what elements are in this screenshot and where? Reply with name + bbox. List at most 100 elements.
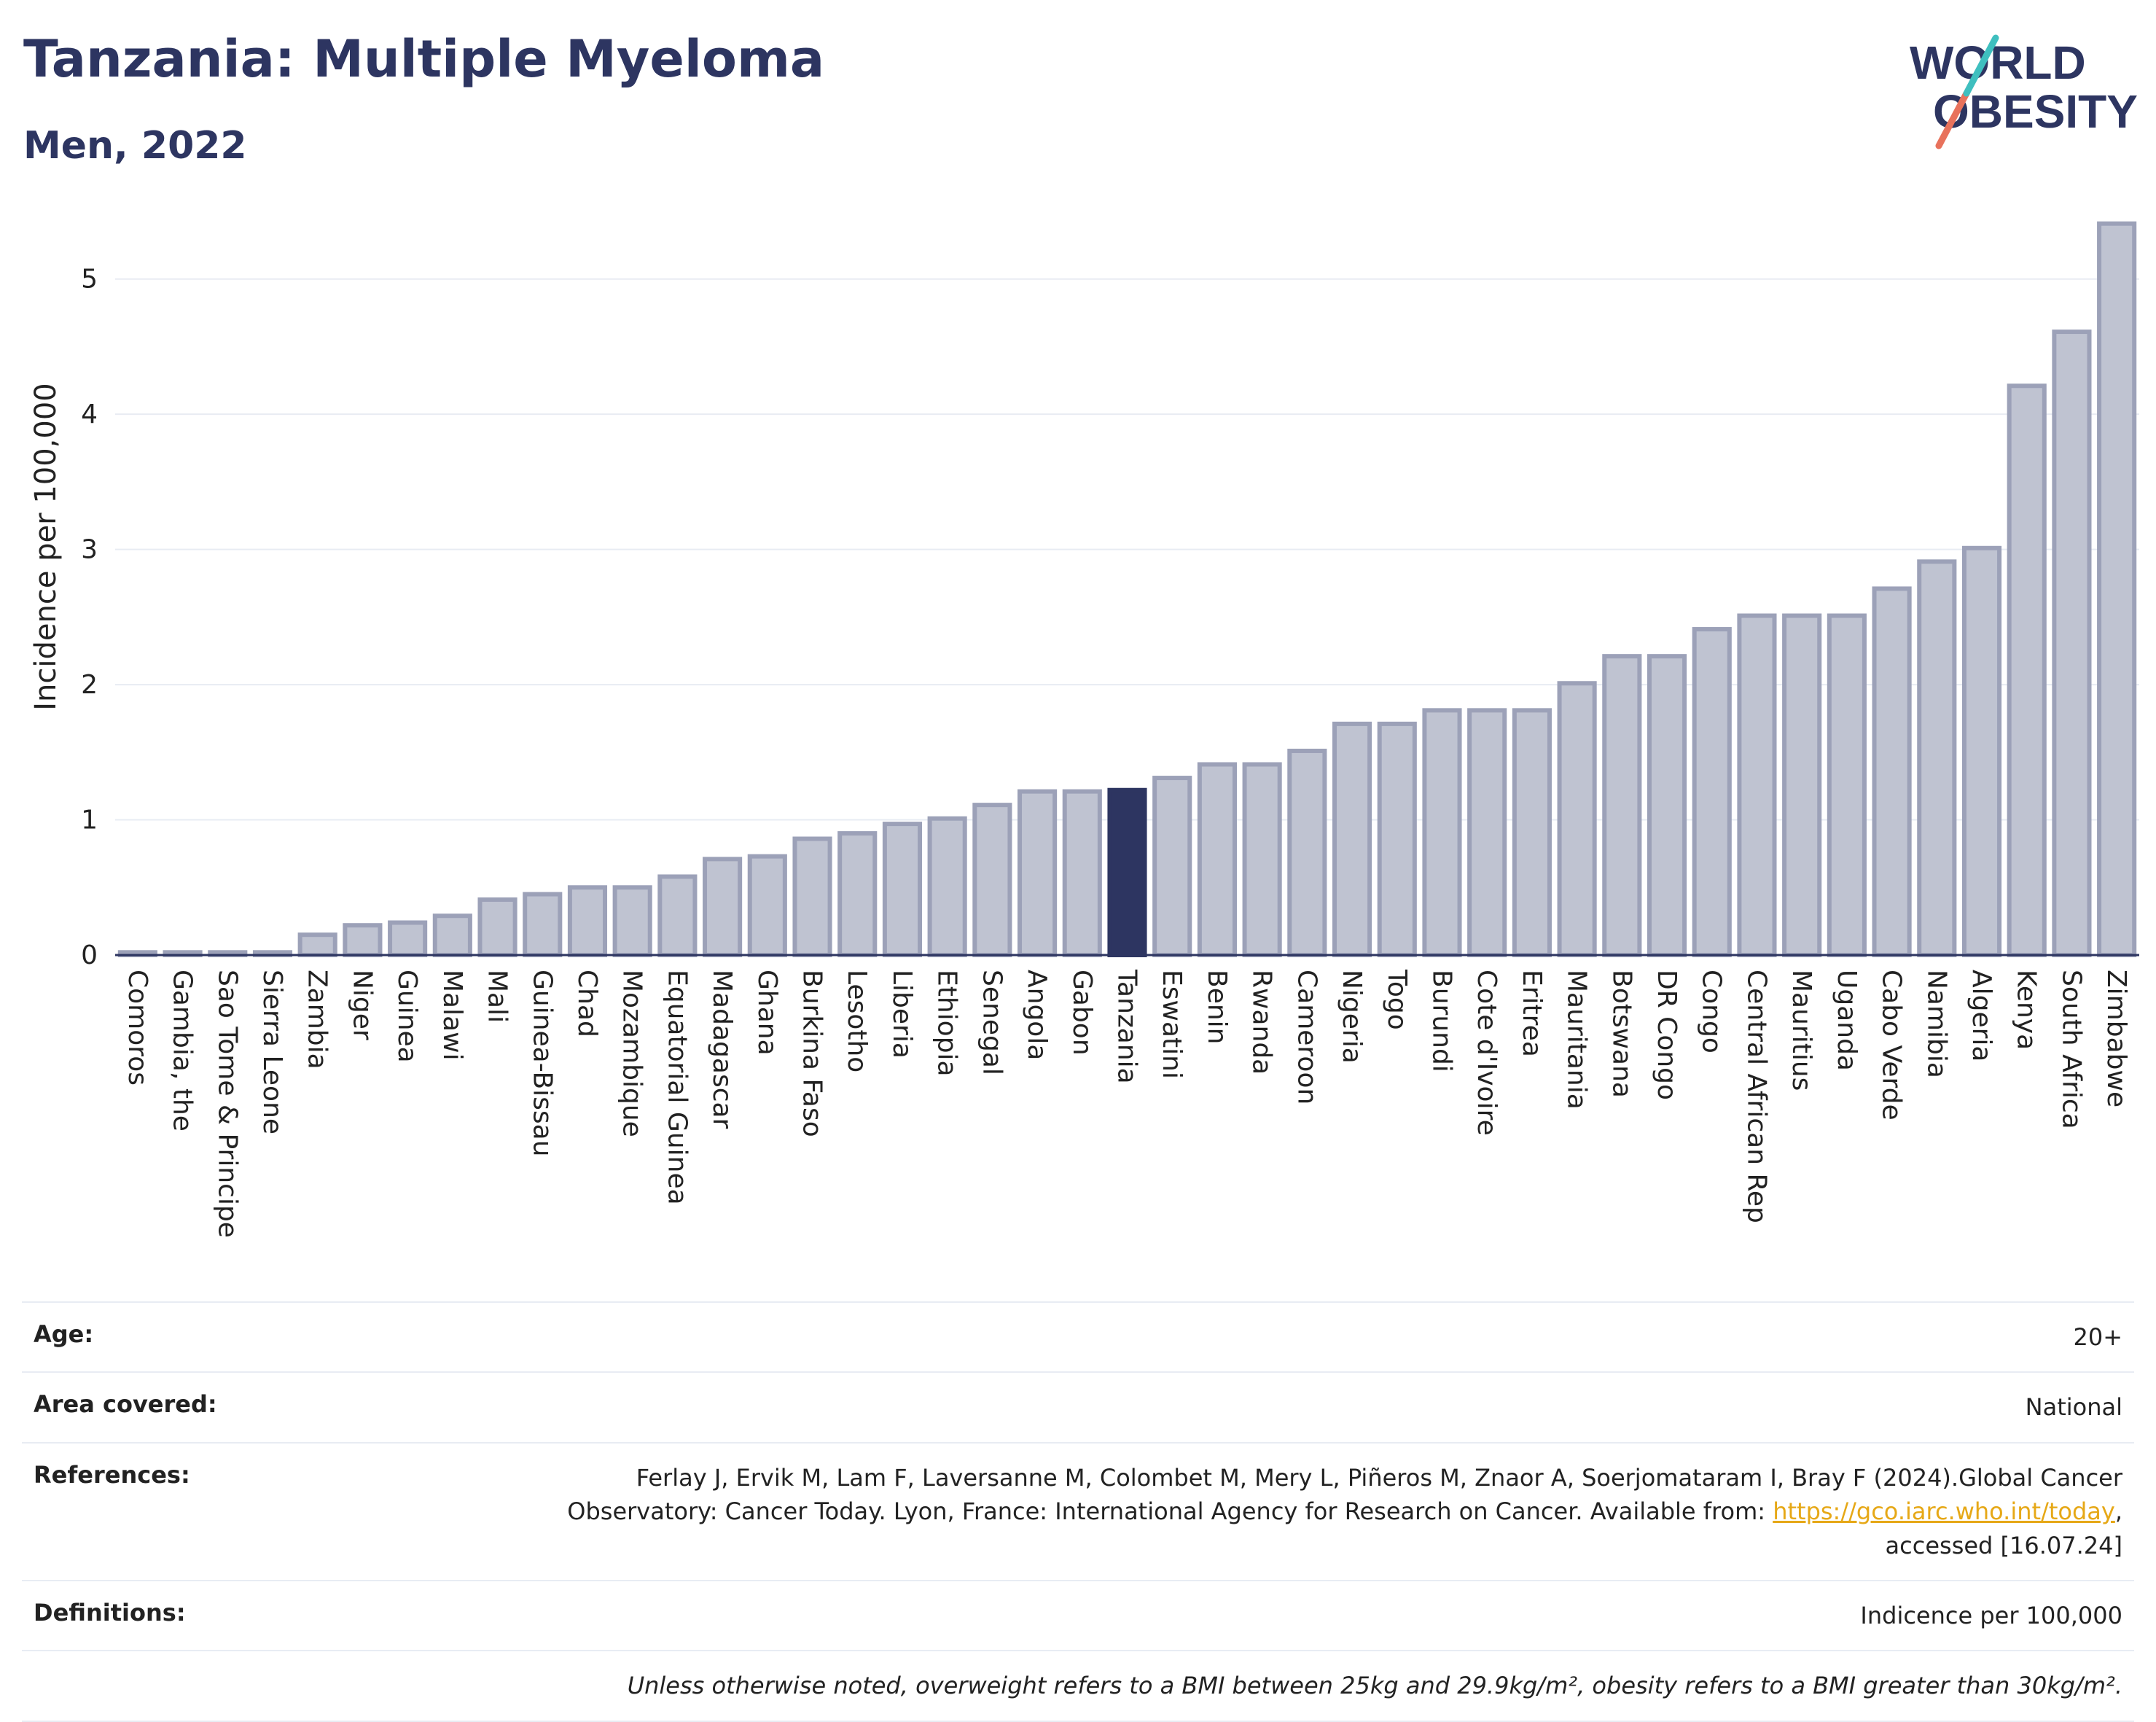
x-tick-label: Senegal [977,970,1007,1075]
x-tick-label: Togo [1382,969,1412,1030]
bar [1152,776,1192,958]
x-tick-label: DR Congo [1652,970,1682,1100]
bar [297,932,337,958]
bar [1422,708,1462,957]
x-tick-label: Tanzania [1112,969,1142,1084]
bar [2007,383,2047,957]
x-tick-label: Zimbabwe [2101,970,2131,1107]
x-tick-label: Congo [1697,970,1727,1053]
bar [1872,586,1912,957]
bar [1242,762,1282,957]
metadata-table: Age: 20+ Area covered: National Referenc… [22,1301,2134,1722]
references-label: References: [34,1460,190,1489]
bar [1062,789,1102,957]
x-tick-label: Nigeria [1337,970,1367,1064]
x-tick-label: Liberia [887,970,917,1059]
bar [1961,545,2002,958]
chart-title: Tanzania: Multiple Myeloma [23,29,825,89]
y-tick-label: 0 [81,940,98,970]
x-tick-label: Eswatini [1157,970,1187,1079]
x-tick-label: Madagascar [707,970,737,1129]
bar [477,897,517,957]
references-value: Ferlay J, Ervik M, Lam F, Laversanne M, … [567,1463,2122,1559]
bar [1377,721,1417,957]
meta-row-definitions: Definitions: Indicence per 100,000 [22,1579,2134,1650]
bar [1512,708,1552,957]
x-tick-label: Gabon [1067,970,1097,1056]
logo-text-world: WORLD [1910,36,2086,89]
y-tick-label: 2 [81,670,98,700]
definitions-value: Indicence per 100,000 [1860,1601,2122,1629]
y-tick-label: 1 [81,806,98,835]
bar [657,874,698,957]
world-obesity-logo: WORLD OBESITY [1895,29,2143,153]
x-tick-label: Burkina Faso [797,970,827,1137]
x-tick-label: Eritrea [1517,970,1547,1057]
age-value: 20+ [2073,1323,2122,1351]
bar [1647,654,1687,957]
x-tick-label: Rwanda [1247,970,1277,1075]
bar [1557,681,1597,958]
x-tick-label: Guinea-Bissau [527,970,557,1157]
bar [882,822,923,957]
x-tick-label: Ethiopia [932,970,962,1077]
y-tick-label: 5 [81,265,98,295]
y-axis-title: Incidence per 100,000 [29,383,63,711]
bar [432,913,472,958]
x-tick-label: Algeria [1966,970,1996,1062]
x-tick-label: Cote d'Ivoire [1472,970,1501,1136]
references-text-1: Ferlay J, Ervik M, Lam F, Laversanne M, … [636,1463,2122,1492]
x-tick-label: Equatorial Guinea [662,970,692,1205]
bar-chart: 0 1 2 3 4 5 Comoros Gambia, the Sao Tome & Prin… [29,221,2139,1238]
bar [837,831,878,957]
bar [343,923,383,958]
bar [1197,762,1237,957]
x-tick-label: Ghana [752,970,782,1056]
x-tick-label: Malawi [437,970,467,1061]
x-tick-label: Uganda [1832,970,1862,1071]
x-tick-label: Burundi [1426,970,1456,1072]
x-tick-label: Sierra Leone [257,970,287,1134]
x-tick-label: Kenya [2012,970,2042,1050]
bar [1602,654,1642,957]
x-tick-label: South Africa [2056,970,2086,1129]
y-tick-label: 4 [81,400,98,429]
x-tick-label: Namibia [1921,970,1951,1078]
x-tick-label: Mali [483,970,512,1023]
x-tick-label: Cameroon [1292,970,1321,1105]
meta-row-area: Area covered: National [22,1371,2134,1441]
meta-row-note: Unless otherwise noted, overweight refer… [22,1650,2134,1722]
bar [388,920,428,957]
x-tick-label: Guinea [392,970,422,1063]
bar [1917,559,1957,957]
x-tick-label: Sao Tome & Principe [212,970,242,1238]
x-tick-label: Cabo Verde [1877,970,1907,1121]
bar [747,854,787,957]
x-tick-label: Niger [347,970,377,1040]
bar [2052,330,2092,957]
bar-highlighted [1107,787,1147,958]
references-link[interactable]: https://gco.iarc.who.int/today [1773,1497,2115,1526]
bar [1827,613,1867,957]
x-tick-label: Benin [1202,970,1232,1044]
bar [523,892,563,958]
x-axis: Comoros Gambia, the Sao Tome & Principe Sie… [115,954,2139,1238]
x-tick-label: Botswana [1606,970,1636,1098]
logo-slash-coral [1935,90,1970,149]
area-value: National [2025,1393,2122,1422]
x-tick-label: Lesotho [842,970,872,1072]
y-tick-label: 3 [81,535,98,565]
bar [1467,708,1507,957]
bar [1287,748,1327,957]
chart-area: 0 1 2 3 4 5 Comoros Gambia, the Sao Tome & Prin… [0,190,2156,1283]
bar [703,857,743,957]
bar [1737,613,1777,957]
x-tick-label: Angola [1022,970,1052,1060]
area-label: Area covered: [34,1390,217,1419]
y-axis: 0 1 2 3 4 5 [81,265,98,970]
x-tick-label: Gambia, the [168,970,198,1131]
bar [1692,627,1732,958]
references-text-3: accessed [16.07.24] [1885,1531,2122,1559]
bar [927,816,967,958]
x-tick-label: Zambia [302,970,332,1070]
